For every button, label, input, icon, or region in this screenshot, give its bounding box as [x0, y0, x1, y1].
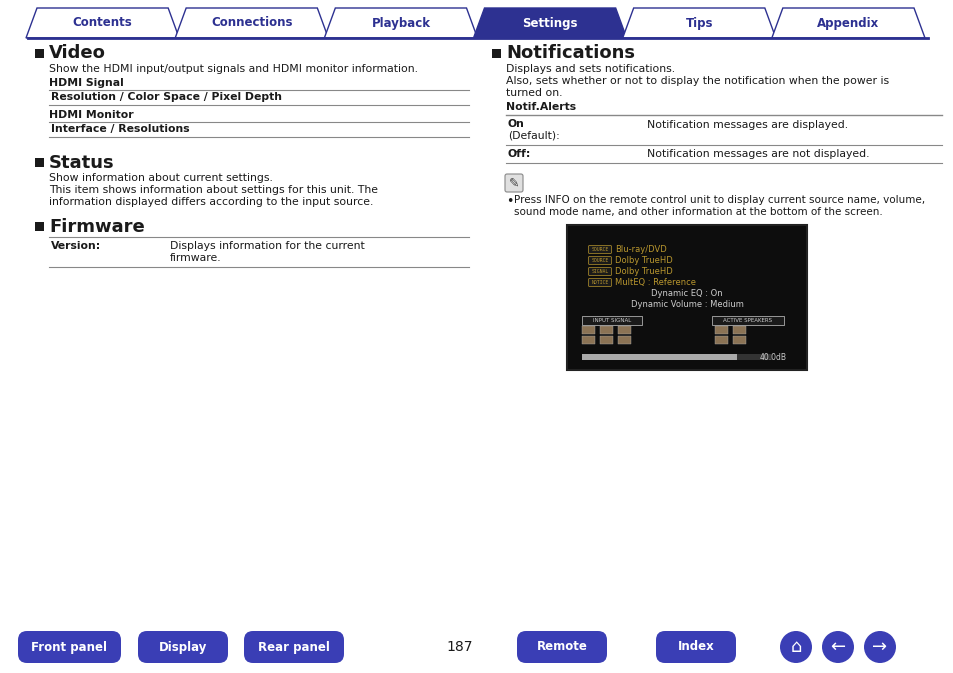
Text: ⌂: ⌂ [789, 638, 801, 656]
Bar [566, 225, 806, 370]
Text: Version:: Version: [51, 241, 101, 251]
Text: information displayed differs according to the input source.: information displayed differs according … [49, 197, 373, 207]
Bar [618, 336, 630, 344]
Text: This item shows information about settings for this unit. The: This item shows information about settin… [49, 185, 377, 195]
Bar [35, 158, 44, 167]
Text: Contents: Contents [72, 17, 132, 30]
Text: Playback: Playback [371, 17, 430, 30]
Bar [599, 336, 613, 344]
Bar [732, 336, 745, 344]
Circle shape [863, 631, 895, 663]
Circle shape [821, 631, 853, 663]
Text: →: → [872, 638, 886, 656]
FancyBboxPatch shape [18, 631, 121, 663]
Text: turned on.: turned on. [505, 88, 562, 98]
FancyBboxPatch shape [588, 279, 611, 287]
Text: Display: Display [158, 641, 207, 653]
Bar [732, 326, 745, 334]
Bar [599, 326, 613, 334]
Polygon shape [324, 8, 477, 38]
Text: INPUT SIGNAL: INPUT SIGNAL [592, 318, 631, 323]
Text: ✎: ✎ [508, 176, 518, 190]
Text: Notif.Alerts: Notif.Alerts [505, 102, 576, 112]
Text: Connections: Connections [211, 17, 293, 30]
Text: SOURCE: SOURCE [591, 247, 608, 252]
Bar [714, 336, 727, 344]
Text: ←: ← [829, 638, 844, 656]
Text: Interface / Resolutions: Interface / Resolutions [51, 124, 190, 134]
Text: Front panel: Front panel [31, 641, 108, 653]
Polygon shape [473, 8, 626, 38]
Bar [35, 49, 44, 58]
Text: Dolby TrueHD: Dolby TrueHD [615, 267, 672, 276]
Text: Appendix: Appendix [817, 17, 879, 30]
Text: firmware.: firmware. [170, 253, 221, 263]
Text: SIGNAL: SIGNAL [591, 269, 608, 274]
Text: SOURCE: SOURCE [591, 258, 608, 263]
Text: Dynamic EQ : On: Dynamic EQ : On [651, 289, 722, 298]
FancyBboxPatch shape [588, 256, 611, 264]
Text: Remote: Remote [536, 641, 587, 653]
FancyBboxPatch shape [504, 174, 522, 192]
Text: Notifications: Notifications [505, 44, 635, 63]
Bar [581, 316, 641, 325]
Text: Press INFO on the remote control unit to display current source name, volume,: Press INFO on the remote control unit to… [514, 195, 924, 205]
Text: ACTIVE SPEAKERS: ACTIVE SPEAKERS [722, 318, 772, 323]
Polygon shape [175, 8, 328, 38]
Text: Status: Status [49, 153, 114, 172]
Circle shape [780, 631, 811, 663]
Text: Show information about current settings.: Show information about current settings. [49, 173, 273, 183]
Text: Notification messages are displayed.: Notification messages are displayed. [646, 120, 847, 130]
Text: Off:: Off: [507, 149, 531, 159]
Text: Also, sets whether or not to display the notification when the power is: Also, sets whether or not to display the… [505, 76, 888, 86]
Bar [711, 316, 783, 325]
Text: 40.0dB: 40.0dB [760, 353, 786, 361]
Text: Blu-ray/DVD: Blu-ray/DVD [615, 245, 666, 254]
Bar [581, 354, 771, 360]
Bar [581, 354, 737, 360]
Bar [618, 326, 630, 334]
Text: Firmware: Firmware [49, 217, 145, 236]
Bar [581, 336, 595, 344]
FancyBboxPatch shape [244, 631, 344, 663]
Text: Displays information for the current: Displays information for the current [170, 241, 364, 251]
Polygon shape [622, 8, 775, 38]
Text: MultEQ : Reference: MultEQ : Reference [615, 278, 696, 287]
Text: Dolby TrueHD: Dolby TrueHD [615, 256, 672, 265]
Bar [35, 222, 44, 231]
FancyBboxPatch shape [517, 631, 606, 663]
Text: Video: Video [49, 44, 106, 63]
Text: Notification messages are not displayed.: Notification messages are not displayed. [646, 149, 868, 159]
Bar [492, 49, 500, 58]
Text: HDMI Monitor: HDMI Monitor [49, 110, 133, 120]
Text: Rear panel: Rear panel [258, 641, 330, 653]
Text: •: • [505, 195, 513, 208]
FancyBboxPatch shape [588, 246, 611, 254]
Text: NOTICE: NOTICE [591, 280, 608, 285]
Text: On: On [507, 119, 524, 129]
Text: Settings: Settings [522, 17, 578, 30]
Text: Tips: Tips [685, 17, 712, 30]
Text: Show the HDMI input/output signals and HDMI monitor information.: Show the HDMI input/output signals and H… [49, 64, 417, 74]
FancyBboxPatch shape [138, 631, 228, 663]
Text: Resolution / Color Space / Pixel Depth: Resolution / Color Space / Pixel Depth [51, 92, 282, 102]
FancyBboxPatch shape [588, 267, 611, 275]
Text: 187: 187 [446, 640, 473, 654]
Polygon shape [771, 8, 924, 38]
Text: Displays and sets notifications.: Displays and sets notifications. [505, 64, 675, 74]
Text: Index: Index [677, 641, 714, 653]
Text: (Default):: (Default): [507, 131, 559, 141]
Text: Dynamic Volume : Medium: Dynamic Volume : Medium [630, 300, 742, 309]
Bar [714, 326, 727, 334]
Text: HDMI Signal: HDMI Signal [49, 78, 124, 88]
Text: sound mode name, and other information at the bottom of the screen.: sound mode name, and other information a… [514, 207, 882, 217]
FancyBboxPatch shape [656, 631, 735, 663]
Polygon shape [26, 8, 179, 38]
Bar [581, 326, 595, 334]
